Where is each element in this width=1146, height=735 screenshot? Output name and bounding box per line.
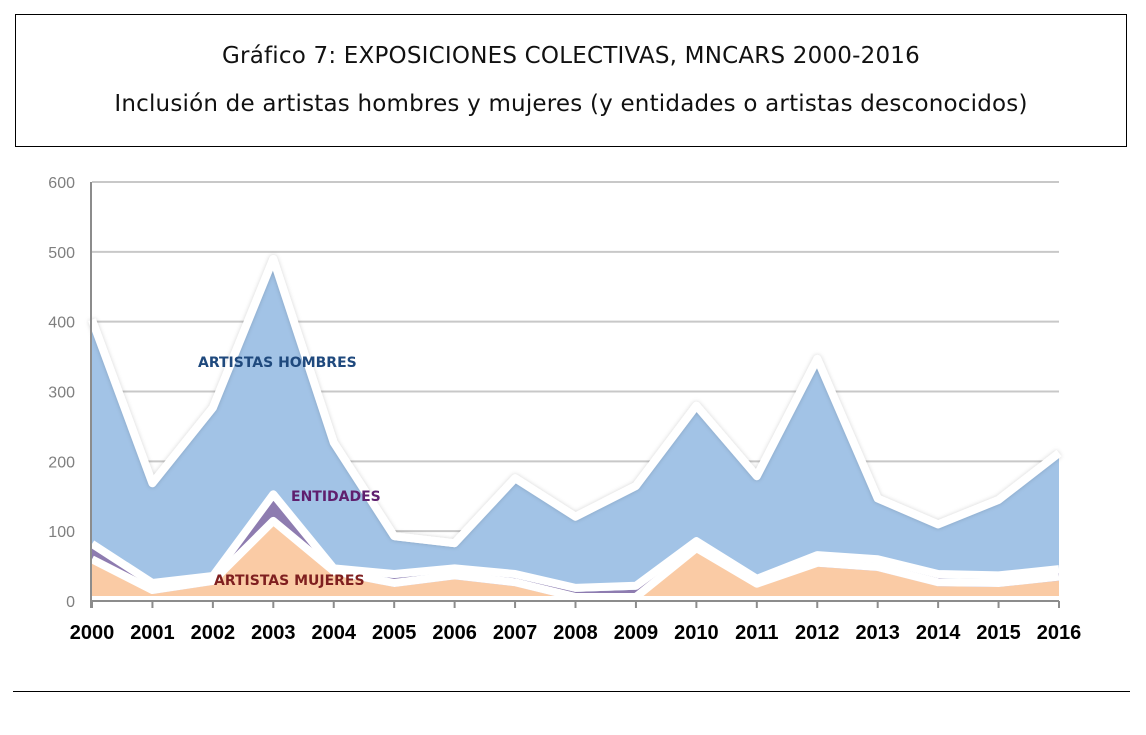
x-tick-label: 2015 xyxy=(976,622,1021,644)
y-tick-label: 0 xyxy=(66,594,75,611)
y-tick-label: 600 xyxy=(48,175,75,192)
edge-entidades xyxy=(89,490,1060,592)
chart-subtitle: Inclusión de artistas hombres y mujeres … xyxy=(114,91,1028,117)
baseline-strip xyxy=(92,596,1059,601)
chart-title: Gráfico 7: EXPOSICIONES COLECTIVAS, MNCA… xyxy=(222,43,920,69)
x-tick-label: 2001 xyxy=(130,622,175,644)
x-axis-tick-labels: 2000 2001 2002 2003 2004 2005 2006 2007 2008 2009… xyxy=(70,622,1082,644)
y-tick-label: 500 xyxy=(48,245,75,262)
x-tick-label: 2013 xyxy=(855,622,900,644)
x-tick-label: 2005 xyxy=(372,622,417,644)
x-tick-label: 2007 xyxy=(493,622,538,644)
x-tick-label: 2002 xyxy=(191,622,236,644)
x-tick-label: 2006 xyxy=(432,622,477,644)
label-entidades: ENTIDADES xyxy=(291,489,381,505)
x-tick-label: 2012 xyxy=(795,622,840,644)
x-tick-label: 2008 xyxy=(553,622,598,644)
area-artistas-mujeres xyxy=(92,524,1059,601)
label-artistas-mujeres: ARTISTAS MUJERES xyxy=(214,573,365,589)
y-axis-tick-labels: 0 100 200 300 400 500 600 xyxy=(48,175,75,611)
x-tick-label: 2014 xyxy=(916,622,961,644)
title-box: Gráfico 7: EXPOSICIONES COLECTIVAS, MNCA… xyxy=(15,14,1127,147)
edge-artistas-hombres xyxy=(88,255,1062,548)
y-tick-label: 200 xyxy=(48,454,75,471)
x-tick-label: 2004 xyxy=(312,622,357,644)
y-tick-label: 100 xyxy=(48,524,75,541)
x-tick-label: 2010 xyxy=(674,622,719,644)
series-areas xyxy=(88,255,1062,601)
x-tick-label: 2000 xyxy=(70,622,115,644)
x-tick-label: 2009 xyxy=(614,622,659,644)
bottom-divider xyxy=(13,691,1130,692)
x-tick-label: 2011 xyxy=(735,622,778,644)
series-labels: ARTISTAS HOMBRES ENTIDADES ARTISTAS MUJE… xyxy=(198,355,381,589)
x-tick-label: 2003 xyxy=(251,622,296,644)
label-artistas-hombres: ARTISTAS HOMBRES xyxy=(198,355,357,371)
y-tick-label: 400 xyxy=(48,315,75,332)
x-tick-label: 2016 xyxy=(1037,622,1082,644)
area-artistas-hombres xyxy=(92,263,1059,592)
y-tick-label: 300 xyxy=(48,385,75,402)
axes xyxy=(90,182,1060,608)
